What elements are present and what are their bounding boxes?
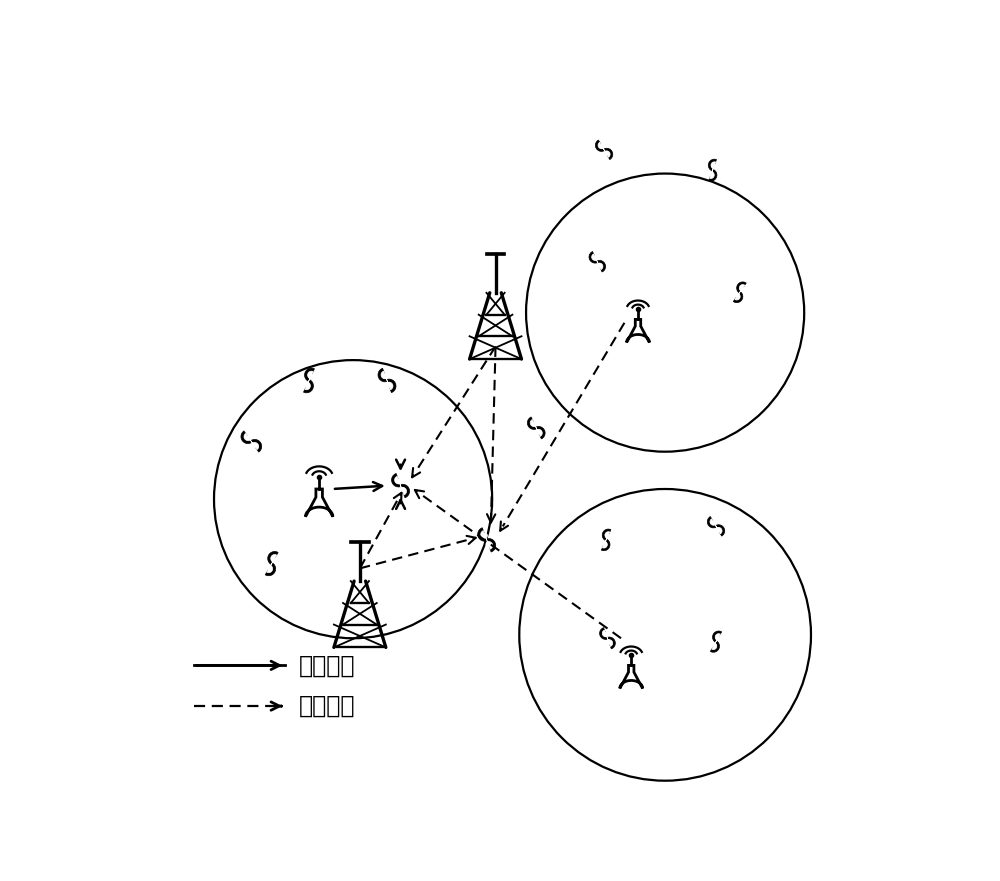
Circle shape (712, 165, 716, 168)
Polygon shape (627, 320, 649, 343)
Circle shape (736, 294, 739, 297)
Circle shape (607, 640, 611, 644)
Circle shape (533, 422, 536, 426)
Text: 表示信号: 表示信号 (299, 694, 355, 718)
Circle shape (383, 374, 387, 378)
Polygon shape (265, 552, 278, 576)
Circle shape (740, 287, 744, 291)
Circle shape (272, 558, 276, 562)
Circle shape (397, 479, 401, 484)
Polygon shape (710, 519, 722, 534)
Circle shape (305, 382, 309, 387)
Circle shape (483, 534, 487, 537)
Polygon shape (305, 371, 313, 389)
Polygon shape (589, 251, 606, 272)
Polygon shape (602, 532, 610, 548)
Circle shape (600, 144, 604, 148)
Circle shape (309, 374, 313, 378)
Circle shape (710, 172, 713, 175)
Polygon shape (305, 489, 333, 516)
Polygon shape (530, 419, 542, 436)
Polygon shape (710, 631, 722, 652)
Circle shape (716, 528, 720, 531)
Polygon shape (598, 143, 610, 158)
Polygon shape (707, 516, 725, 537)
Circle shape (536, 430, 540, 433)
Polygon shape (735, 285, 745, 300)
Circle shape (252, 443, 256, 448)
Polygon shape (392, 473, 410, 498)
Polygon shape (710, 162, 716, 179)
Circle shape (267, 566, 271, 569)
Polygon shape (241, 431, 262, 452)
Circle shape (604, 633, 608, 636)
Polygon shape (595, 140, 613, 159)
Circle shape (604, 152, 608, 155)
Polygon shape (602, 630, 613, 647)
Polygon shape (620, 665, 643, 688)
Polygon shape (244, 433, 259, 449)
Polygon shape (267, 554, 277, 573)
Polygon shape (708, 159, 717, 181)
Polygon shape (592, 254, 603, 270)
Circle shape (712, 522, 716, 524)
Circle shape (486, 542, 490, 546)
Polygon shape (304, 368, 314, 393)
Circle shape (387, 382, 391, 387)
Circle shape (247, 436, 251, 440)
Polygon shape (600, 627, 615, 649)
Circle shape (606, 535, 610, 538)
Circle shape (594, 256, 597, 260)
Polygon shape (478, 528, 496, 552)
Polygon shape (733, 282, 746, 302)
Polygon shape (395, 477, 407, 495)
Polygon shape (481, 530, 493, 549)
Polygon shape (381, 371, 393, 389)
Polygon shape (378, 368, 396, 393)
Circle shape (712, 643, 716, 647)
Circle shape (603, 542, 606, 545)
Circle shape (400, 488, 404, 492)
Circle shape (597, 263, 601, 267)
Text: 表示干扰: 表示干扰 (299, 654, 355, 677)
Polygon shape (712, 633, 720, 649)
Polygon shape (601, 529, 611, 551)
Circle shape (716, 636, 720, 640)
Polygon shape (527, 417, 545, 439)
